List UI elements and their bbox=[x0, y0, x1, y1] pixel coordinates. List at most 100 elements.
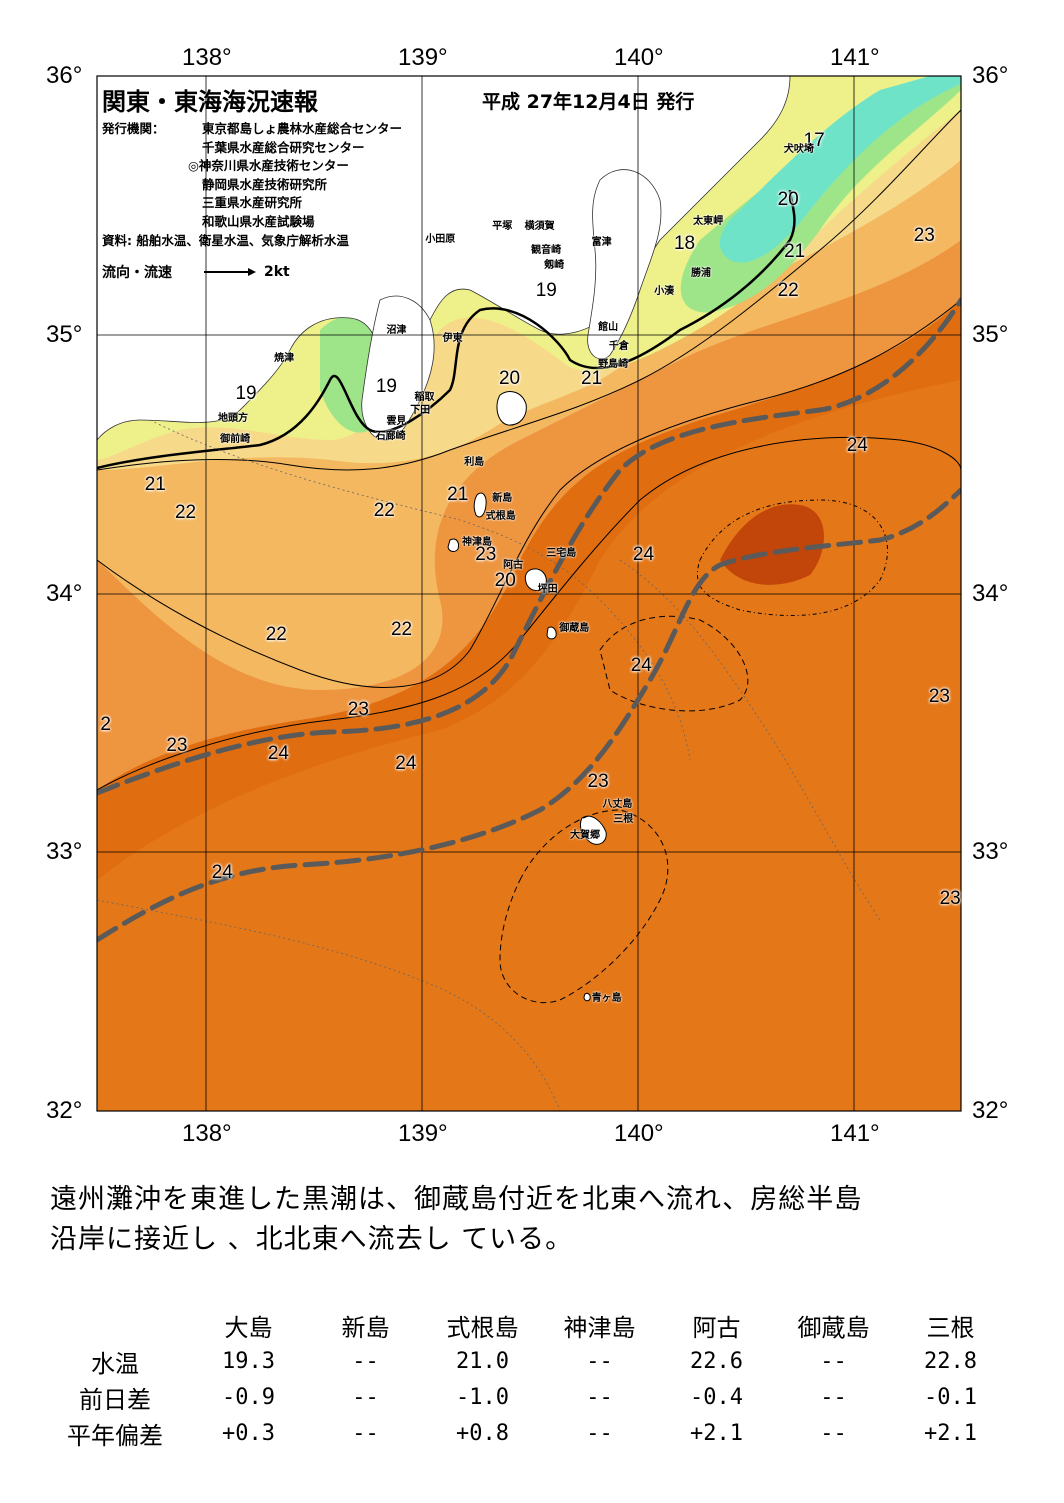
lat-lon-grid bbox=[97, 76, 961, 1111]
place-name-label: 横須賀 bbox=[524, 221, 555, 233]
lon-label-top-141: 141° bbox=[830, 44, 880, 71]
table-cell: -- bbox=[586, 1348, 613, 1374]
map-title: 関東・東海海況速報 bbox=[102, 88, 318, 116]
table-cell: +0.3 bbox=[222, 1420, 275, 1446]
place-name-label: 式根島 bbox=[485, 511, 516, 523]
place-name-label: 地頭方 bbox=[217, 412, 248, 424]
publisher-name: 和歌山県水産試験場 bbox=[202, 213, 315, 229]
isotherm-value-label: 22 bbox=[174, 502, 197, 524]
place-name-label: 神津島 bbox=[462, 537, 493, 549]
isotherm-value-label: 22 bbox=[390, 618, 413, 640]
isotherm-value-label: 21 bbox=[447, 484, 469, 506]
isotherm-value-label: 21 bbox=[144, 473, 166, 495]
place-name-label: 利島 bbox=[464, 456, 485, 468]
place-name-label: 雲見 bbox=[386, 415, 407, 427]
column-header: 新島 bbox=[341, 1313, 390, 1342]
lon-label-top-139: 139° bbox=[398, 44, 448, 71]
isotherm-value-label: 23 bbox=[475, 543, 497, 565]
isotherm-value-label: 24 bbox=[846, 435, 868, 456]
isotherm-value-label: 23 bbox=[913, 225, 935, 247]
row-header: 前日差 bbox=[79, 1385, 151, 1414]
table-cell: -- bbox=[352, 1384, 379, 1410]
place-name-label: 三根 bbox=[613, 814, 634, 826]
place-name-label: 御蔵島 bbox=[559, 622, 590, 634]
place-name-label: 太東岬 bbox=[693, 216, 724, 228]
sea-temperature-map: 138° 139° 140° 141° 138° 139° 140° 141° … bbox=[46, 44, 1009, 1147]
table-cell: 22.8 bbox=[924, 1348, 977, 1374]
sea-zone-hot bbox=[720, 504, 824, 585]
current-legend: 流向・流速 2kt bbox=[102, 262, 290, 282]
table-row: 水温 19.3 -- 21.0 -- 22.6 -- 22.8 bbox=[40, 1343, 1009, 1379]
publisher-name: ◎神奈川県水産技術センター bbox=[188, 158, 349, 174]
isotherm-value-label: 24 bbox=[630, 654, 652, 676]
table-cell: -- bbox=[586, 1384, 613, 1410]
land-oshima bbox=[496, 391, 527, 426]
isotherm-value-label: 21 bbox=[784, 240, 806, 262]
place-name-label: 石廊崎 bbox=[375, 431, 406, 443]
place-name-label: 焼津 bbox=[274, 353, 295, 365]
land-aogashima bbox=[583, 992, 591, 1002]
place-name-label: 伊東 bbox=[442, 332, 463, 344]
column-header: 大島 bbox=[224, 1313, 273, 1342]
place-name-label: 平塚 bbox=[492, 221, 513, 233]
place-name-label: 沼津 bbox=[386, 324, 407, 336]
table-cell: -0.9 bbox=[222, 1384, 275, 1410]
place-name-label: 下田 bbox=[410, 405, 431, 417]
place-name-label: 富津 bbox=[591, 237, 612, 248]
place-name-label: 青ヶ島 bbox=[591, 992, 622, 1004]
issue-date: 平成 27年12月4日 発行 bbox=[482, 91, 695, 113]
table-cell: -- bbox=[352, 1420, 379, 1446]
table-cell: -0.4 bbox=[690, 1384, 743, 1410]
summary-line: 遠州灘沖を東進した黒潮は、御蔵島付近を北東へ流れ、房総半島 bbox=[50, 1184, 863, 1215]
place-name-label: 新島 bbox=[492, 493, 513, 505]
lat-label-right-33: 33° bbox=[972, 838, 1009, 865]
column-header: 御蔵島 bbox=[797, 1313, 870, 1342]
bathymetry-lines bbox=[97, 419, 881, 1111]
land-mikurajima bbox=[546, 626, 557, 640]
place-name-label: 観音崎 bbox=[531, 244, 562, 256]
data-source: 資料: 船舶水温、衛星水温、気象庁解析水温 bbox=[102, 232, 349, 248]
place-name-label: 犬吠埼 bbox=[783, 143, 814, 155]
isotherm-value-label: 23 bbox=[928, 686, 950, 707]
isotherm-value-label: 20 bbox=[498, 367, 521, 389]
table-cell: 22.6 bbox=[690, 1348, 743, 1374]
sea-zone-coldest bbox=[719, 76, 961, 263]
legend-arrow-icon bbox=[204, 267, 256, 277]
land-hachijojima bbox=[579, 815, 607, 845]
publisher-info: 発行機関： 東京都島しょ農林水産総合センター 千葉県水産総合研究センター ◎神奈… bbox=[102, 120, 402, 250]
isotherm-value-label: 19 bbox=[535, 279, 557, 301]
table-cell: -- bbox=[586, 1420, 613, 1446]
publisher-name: 三重県水産研究所 bbox=[202, 195, 303, 211]
column-header: 阿古 bbox=[692, 1313, 741, 1342]
lat-label-right-35: 35° bbox=[972, 321, 1009, 348]
isotherm-value-label: 19 bbox=[235, 383, 257, 405]
isotherm-value-label: 24 bbox=[267, 742, 290, 764]
isotherm-value-label: 19 bbox=[375, 375, 398, 397]
column-header: 神津島 bbox=[563, 1313, 636, 1342]
lon-label-bottom-141: 141° bbox=[830, 1120, 880, 1147]
table-cell: 21.0 bbox=[456, 1348, 509, 1374]
land-kozushima bbox=[447, 538, 459, 552]
publisher-name: 千葉県水産総合研究センター bbox=[202, 139, 365, 155]
table-row: 前日差 -0.9 -- -1.0 -- -0.4 -- -0.1 bbox=[40, 1379, 1009, 1415]
place-name-label: 八丈島 bbox=[602, 798, 633, 810]
publisher-label: 発行機関： bbox=[102, 121, 165, 136]
legend-speed: 2kt bbox=[264, 264, 290, 280]
place-name-label: 野島崎 bbox=[598, 358, 629, 370]
isotherm-value-label: 20 bbox=[494, 569, 516, 591]
lon-label-bottom-139: 139° bbox=[398, 1120, 448, 1147]
map-frame bbox=[96, 75, 962, 1112]
place-name-label: 小田原 bbox=[425, 234, 456, 246]
isotherm-value-label: 20 bbox=[777, 189, 799, 211]
lon-label-bottom-140: 140° bbox=[614, 1120, 664, 1147]
place-name-label: 稲取 bbox=[414, 392, 435, 404]
publisher-name: 東京都島しょ農林水産総合センター bbox=[202, 121, 403, 136]
place-name-label: 坪田 bbox=[537, 583, 558, 595]
table-cell: 19.3 bbox=[222, 1348, 275, 1374]
isotherm-value-label: 23 bbox=[347, 698, 369, 720]
map-canvas bbox=[96, 75, 962, 1112]
table-cell: +2.1 bbox=[690, 1420, 743, 1446]
summary-line: 沿岸に接近し 、北北東へ流去し ている。 bbox=[50, 1224, 574, 1255]
kuroshio-axis bbox=[97, 297, 961, 943]
lat-label-left-35: 35° bbox=[46, 321, 83, 348]
